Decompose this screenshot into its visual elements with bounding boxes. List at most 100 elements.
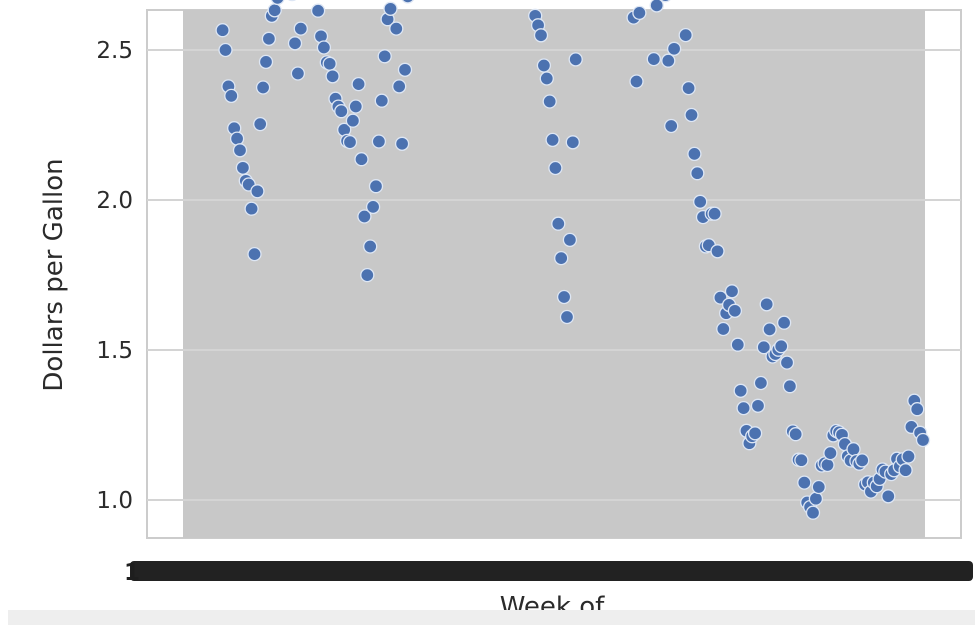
data-point <box>847 443 860 456</box>
data-point <box>352 78 365 91</box>
data-point <box>549 162 562 175</box>
data-point <box>809 492 822 505</box>
data-point <box>349 100 362 113</box>
data-point <box>286 0 299 1</box>
data-point <box>370 180 383 193</box>
data-point <box>260 55 273 68</box>
data-point <box>821 459 834 472</box>
data-point <box>783 380 796 393</box>
data-point <box>731 338 744 351</box>
data-point <box>789 428 802 441</box>
y-axis-label: Dollars per Gallon <box>39 158 69 391</box>
data-point <box>543 95 556 108</box>
data-point <box>647 53 660 66</box>
data-point <box>344 136 357 149</box>
y-tick-label: 1.5 <box>96 338 133 364</box>
data-point <box>688 147 701 160</box>
data-point <box>795 454 808 467</box>
data-point <box>824 447 837 460</box>
data-point <box>728 304 741 317</box>
data-point <box>552 217 565 230</box>
data-point <box>291 67 304 80</box>
data-point <box>760 298 773 311</box>
data-point <box>372 135 385 148</box>
data-point <box>734 384 747 397</box>
data-point <box>219 44 232 57</box>
data-point <box>540 72 553 85</box>
data-point <box>390 22 403 35</box>
data-point <box>566 136 579 149</box>
data-point <box>711 245 724 258</box>
data-point <box>650 0 663 12</box>
data-point <box>749 427 762 440</box>
data-point <box>323 57 336 70</box>
data-point <box>268 4 281 17</box>
data-point <box>917 434 930 447</box>
data-point <box>535 29 548 42</box>
data-point <box>393 80 406 93</box>
data-point <box>257 81 270 94</box>
data-point <box>546 133 559 146</box>
data-point <box>561 311 574 324</box>
data-point <box>384 2 397 15</box>
data-point <box>682 82 695 95</box>
data-point <box>726 285 739 298</box>
data-point <box>717 323 730 336</box>
data-point <box>665 120 678 133</box>
data-point <box>882 490 895 503</box>
data-point <box>763 323 776 336</box>
data-point <box>367 200 380 213</box>
data-point <box>668 42 681 55</box>
data-point <box>225 89 238 102</box>
data-point <box>375 94 388 107</box>
data-point <box>234 144 247 157</box>
data-point <box>346 114 359 127</box>
data-point <box>335 105 348 118</box>
data-point <box>558 291 571 304</box>
data-point <box>569 53 582 66</box>
data-point <box>691 167 704 180</box>
y-tick-label: 2.0 <box>96 188 133 214</box>
bottom-strip <box>8 610 975 625</box>
data-point <box>911 403 924 416</box>
data-point <box>317 41 330 54</box>
data-point <box>812 481 825 494</box>
x-tick-label-block <box>130 561 973 581</box>
data-point <box>633 6 646 19</box>
data-point <box>775 340 788 353</box>
data-point <box>694 195 707 208</box>
data-point <box>231 132 244 145</box>
data-point <box>248 248 261 261</box>
data-point <box>326 70 339 83</box>
data-point <box>361 269 374 282</box>
y-tick-label: 2.5 <box>96 38 133 64</box>
data-point <box>289 37 302 50</box>
data-point <box>399 63 412 76</box>
data-point <box>364 240 377 253</box>
data-point <box>752 399 765 412</box>
plot-background <box>183 10 925 538</box>
data-point <box>708 207 721 220</box>
data-point <box>563 233 576 246</box>
data-point <box>737 402 750 415</box>
data-point <box>355 153 368 166</box>
data-point <box>754 377 767 390</box>
data-point <box>396 137 409 150</box>
data-point <box>662 54 675 67</box>
data-point <box>781 356 794 369</box>
data-point <box>537 59 550 72</box>
data-point <box>262 32 275 45</box>
data-point <box>216 24 229 37</box>
data-point <box>378 50 391 63</box>
data-point <box>555 252 568 265</box>
data-point <box>856 454 869 467</box>
data-point <box>401 0 414 3</box>
x-tick-labels: 1 <box>124 560 973 586</box>
data-point <box>807 506 820 519</box>
data-point <box>312 4 325 17</box>
data-point <box>294 22 307 35</box>
data-point <box>254 118 267 131</box>
data-point <box>236 161 249 174</box>
data-point <box>679 29 692 42</box>
